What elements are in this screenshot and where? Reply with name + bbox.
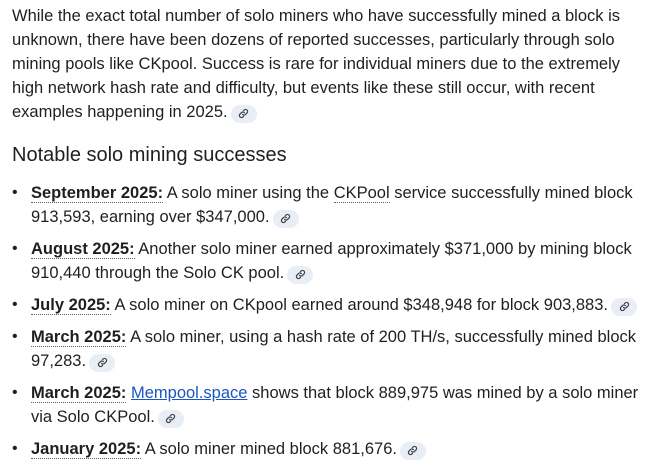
item-date: August 2025: [31,240,135,259]
source-chip[interactable] [287,265,314,284]
item-text: A solo miner using the [163,184,334,202]
section-heading: Notable solo mining successes [12,144,287,166]
item-text: service successfully mined block 913,593… [31,184,633,226]
answer-content: While the exact total number of solo min… [12,4,642,461]
link-icon [238,108,249,119]
source-chip[interactable] [230,104,257,123]
source-chip[interactable] [611,297,637,316]
list-item: • March 2025: A solo miner, using a hash… [12,325,642,373]
source-chip[interactable] [272,209,299,228]
link-icon [97,357,107,368]
intro-text: While the exact total number of solo min… [12,7,621,121]
link-icon [280,213,291,224]
source-chip[interactable] [89,353,116,372]
bullet: • [12,240,18,257]
item-date: March 2025: [31,384,127,403]
item-text: Another solo miner earned approximately … [31,240,632,282]
list-item: • September 2025: A solo miner using the… [12,181,642,229]
list-item: • March 2025: Mempool.space shows that b… [12,381,642,429]
link-icon [408,445,418,456]
item-text: A solo miner, using a hash rate of 200 T… [31,328,637,370]
mempool-link[interactable]: Mempool.space [130,384,248,402]
link-icon [166,413,176,424]
successes-list: • September 2025: A solo miner using the… [12,181,642,461]
link-icon [295,269,305,280]
source-chip[interactable] [157,409,184,428]
intro-paragraph: While the exact total number of solo min… [12,4,642,124]
bullet: • [12,440,18,457]
bullet: • [12,384,18,401]
list-item: • August 2025: Another solo miner earned… [12,237,642,285]
item-date: September 2025: [31,184,164,203]
source-chip[interactable] [399,441,426,460]
item-date: July 2025: [31,296,111,315]
item-text: A solo miner mined block 881,676. [141,440,397,458]
list-item: • July 2025: A solo miner on CKpool earn… [12,293,642,317]
item-text: shows that block 889,975 was mined by a … [31,384,639,426]
bullet: • [12,184,18,201]
bullet: • [12,296,18,313]
item-date: March 2025: [31,328,127,347]
list-item: • January 2025: A solo miner mined block… [12,437,642,461]
link-icon [619,301,629,312]
item-date: January 2025: [31,440,142,459]
item-text: A solo miner on CKpool earned around $34… [110,296,608,314]
bullet: • [12,328,18,345]
item-term: CKPool [333,184,390,203]
